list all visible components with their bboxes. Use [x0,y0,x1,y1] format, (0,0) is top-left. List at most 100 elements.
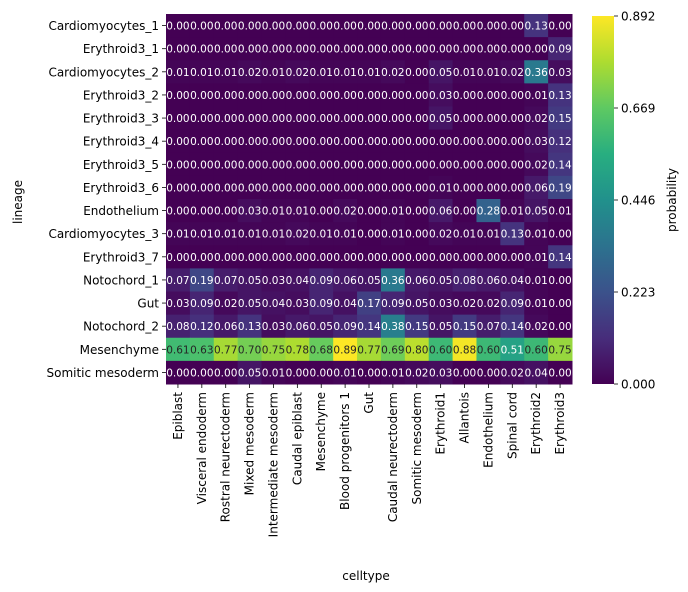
x-tick-label: Visceral endoderm [195,392,209,504]
heatmap-cell [309,83,334,107]
heatmap-cell [261,83,286,107]
heatmap-value-label: 0.02 [524,159,547,171]
heatmap-cell [476,60,501,84]
x-tick-label: Endothelium [481,392,495,468]
heatmap-cell [357,129,382,154]
heatmap-value-label: 0.00 [214,367,237,379]
heatmap-cell [213,129,239,154]
heatmap-value-label: 0.00 [286,113,309,125]
heatmap-cell [428,175,454,200]
x-tick-label: Epiblast [171,392,185,440]
heatmap-value-label: 0.00 [357,229,380,241]
heatmap-cell [500,175,525,200]
heatmap-cell [428,360,454,385]
heatmap-cell [261,106,286,131]
heatmap-value-label: 0.15 [453,321,476,333]
heatmap-cell [548,129,573,154]
heatmap-value-label: 0.00 [548,229,571,241]
heatmap-value-label: 0.03 [429,367,452,379]
heatmap-cell [476,199,501,223]
heatmap-cell [285,152,310,177]
heatmap-value-label: 0.00 [214,206,237,218]
heatmap-value-label: 0.00 [357,136,380,148]
heatmap-value-label: 0.00 [333,182,356,194]
heatmap-value-label: 0.01 [333,367,356,379]
heatmap-value-label: 0.00 [333,21,356,33]
heatmap-value-label: 0.15 [548,113,571,125]
heatmap-cell [237,37,263,61]
heatmap-value-label: 0.00 [166,182,189,194]
heatmap-value-label: 0.03 [429,298,452,310]
heatmap-cell [524,245,549,269]
heatmap-cell [261,37,286,61]
heatmap-cell [237,14,263,38]
heatmap-cell [452,337,477,362]
heatmap-value-label: 0.00 [477,367,500,379]
heatmap-cell [166,106,191,131]
heatmap-cell [213,337,239,362]
heatmap-value-label: 0.05 [429,321,452,333]
heatmap-value-label: 0.00 [262,159,285,171]
heatmap-cell [309,245,334,269]
heatmap-cell [380,222,406,246]
heatmap-value-label: 0.02 [286,67,309,79]
heatmap-cell [548,245,573,269]
heatmap-cell [548,152,573,177]
heatmap-cell [237,175,263,200]
heatmap-value-label: 0.00 [381,159,404,171]
heatmap-value-label: 0.00 [286,182,309,194]
heatmap-value-label: 0.08 [453,275,476,287]
heatmap-cell [309,175,334,200]
heatmap-value-label: 0.00 [405,252,428,264]
heatmap-value-label: 0.00 [381,44,404,56]
heatmap-value-label: 0.03 [262,275,285,287]
heatmap-value-label: 0.03 [524,136,547,148]
heatmap-value-label: 0.77 [357,344,380,356]
heatmap-cell [237,360,263,385]
heatmap-cell [285,83,310,107]
heatmap-value-label: 0.01 [238,229,261,241]
heatmap-value-label: 0.05 [357,275,380,287]
heatmap-cell [428,291,454,316]
heatmap-cell [237,245,263,269]
heatmap-cell [428,222,454,246]
heatmap-cell [237,314,263,339]
heatmap-cell [476,337,501,362]
heatmap-value-label: 0.17 [357,298,380,310]
heatmap-cell [285,222,310,246]
heatmap-value-label: 0.00 [501,159,524,171]
heatmap-value-label: 0.00 [548,21,571,33]
heatmap-cell [524,152,549,177]
heatmap-value-label: 0.06 [333,275,357,287]
heatmap-value-label: 0.01 [429,182,452,194]
heatmap-cell [189,14,215,38]
heatmap-cell [285,268,310,292]
heatmap-value-label: 0.01 [214,67,237,79]
heatmap-cell [452,106,477,131]
heatmap-value-label: 0.01 [333,229,356,241]
heatmap-cell [500,268,525,292]
heatmap-value-label: 0.00 [190,90,213,102]
heatmap-value-label: 0.00 [310,367,333,379]
heatmap-value-label: 0.00 [357,206,380,218]
heatmap-value-label: 0.02 [286,229,309,241]
heatmap-value-label: 0.00 [453,206,476,218]
y-tick-label: Endothelium [83,204,159,218]
x-tick-label: Mesenchyme [314,392,328,471]
heatmap-cell [404,291,430,316]
heatmap-value-label: 0.00 [310,182,333,194]
heatmap-cell [213,268,239,292]
heatmap-value-label: 0.05 [238,367,261,379]
heatmap-value-label: 0.75 [548,344,571,356]
heatmap-cell [166,175,191,200]
heatmap-value-label: 0.00 [357,252,380,264]
heatmap-value-label: 0.00 [429,136,452,148]
heatmap-cell [380,268,406,292]
heatmap-cell [166,129,191,154]
heatmap-cell [380,14,406,38]
heatmap-value-label: 0.00 [357,21,380,33]
heatmap-cell [452,222,477,246]
y-tick-label: Gut [137,297,159,311]
heatmap-cell [452,129,477,154]
heatmap-value-label: 0.00 [381,21,404,33]
